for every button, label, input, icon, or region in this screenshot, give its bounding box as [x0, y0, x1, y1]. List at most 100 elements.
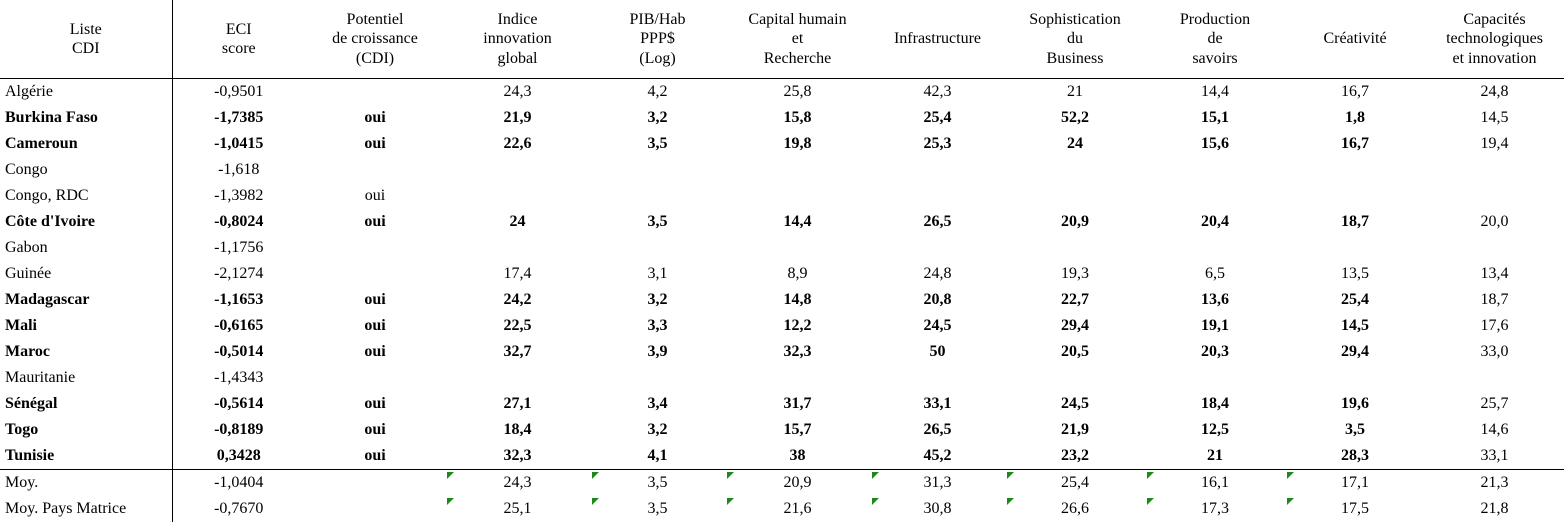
cell: 17,1 — [1285, 470, 1425, 497]
row-label: Algérie — [0, 78, 173, 105]
header-line: CDI — [71, 40, 100, 57]
cell: 15,7 — [783, 421, 812, 438]
cell: -0,8024 — [214, 213, 264, 230]
cell: 3,2 — [647, 291, 668, 308]
header-line: et innovation — [1452, 49, 1537, 67]
row-label: Moy. — [0, 469, 173, 496]
cell: 22,7 — [1061, 291, 1089, 308]
cell: 14,4 — [1201, 83, 1229, 100]
header-line: technologiques — [1446, 30, 1543, 48]
cell: oui — [364, 291, 386, 308]
header-cell: PIB/Hab PPP$ (Log) — [590, 0, 725, 79]
cell — [305, 470, 445, 497]
cell: oui — [364, 395, 386, 412]
cell: 19,8 — [783, 135, 812, 152]
cell: 52,2 — [1061, 109, 1089, 126]
header-line: et — [791, 30, 804, 48]
cell: 12,5 — [1201, 421, 1229, 438]
cell: 21,9 — [1061, 421, 1089, 438]
cell: 17,4 — [503, 265, 532, 282]
cell: 30,8 — [870, 496, 1005, 522]
cell: 18,4 — [1201, 395, 1229, 412]
cell: 3,2 — [647, 421, 668, 438]
cell: 21,9 — [503, 109, 532, 126]
header-cell: Capacités technologiques et innovation — [1425, 0, 1564, 79]
cell: -1,1653 — [214, 291, 264, 308]
cell — [870, 365, 1005, 391]
cell: 23,2 — [1005, 443, 1145, 470]
cell: 18,4 — [503, 421, 532, 438]
cell: 14,8 — [783, 291, 812, 308]
cell: -0,6165 — [214, 317, 264, 334]
cell: 15,6 — [1201, 135, 1229, 152]
cell: 33,1 — [923, 395, 952, 412]
cell — [1285, 157, 1425, 183]
cell: 8,9 — [787, 265, 808, 282]
header-cell: ECI score — [172, 0, 305, 79]
cell: 32,7 — [503, 343, 532, 360]
cell: -1,3982 — [214, 187, 264, 204]
cell — [590, 365, 725, 391]
header-line: score — [221, 40, 256, 57]
cell: oui — [364, 109, 386, 126]
table-row: Congo -1,618 — [0, 157, 1564, 183]
cell: 24,8 — [1480, 83, 1509, 100]
cell — [1005, 183, 1145, 209]
header-line: Potentiel — [346, 10, 404, 28]
cell: 4,1 — [590, 443, 725, 470]
cell: 18,7 — [1341, 213, 1369, 230]
row-label: Cameroun — [0, 131, 173, 157]
cell: 20,0 — [1480, 213, 1509, 230]
header-cell: Infrastructure — [870, 0, 1005, 79]
header-line: global — [497, 49, 538, 67]
cell: 28,3 — [1285, 443, 1425, 470]
table-row: Côte d'Ivoire -0,8024 oui 24 3,5 14,4 26,5 20,9… — [0, 209, 1564, 235]
header-line: (CDI) — [355, 49, 395, 67]
cell: 25,4 — [1005, 470, 1145, 497]
header-line: Recherche — [763, 49, 832, 67]
cell: 50 — [929, 343, 946, 360]
cell: 19,3 — [1061, 265, 1089, 282]
cell — [1285, 235, 1425, 261]
table-body: Algérie -0,9501 24,3 4,2 25,8 42,3 21 14,4 16,7 2… — [0, 78, 1564, 522]
header-line: (Log) — [639, 49, 676, 67]
cell — [1285, 183, 1425, 209]
cell: -0,5614 — [214, 395, 264, 412]
table-header: Liste CDI ECI score Potentiel de croissance (C… — [0, 0, 1564, 79]
cell: 21 — [1067, 83, 1083, 100]
cell: 14,6 — [1480, 421, 1509, 438]
row-label: Maroc — [0, 339, 173, 365]
cell — [445, 235, 590, 261]
cell — [305, 157, 445, 183]
row-label: Burkina Faso — [0, 105, 173, 131]
cell: oui — [364, 343, 386, 360]
row-label: Congo, RDC — [0, 183, 173, 209]
header-cell: Indice innovation global — [445, 0, 590, 79]
cell: oui — [364, 135, 386, 152]
cell: 25,8 — [783, 83, 812, 100]
cell: 22,6 — [503, 135, 532, 152]
footer-row: Moy. -1,0404 24,3 3,5 20,9 31,3 25,4 16,1 17,1 21… — [0, 469, 1564, 497]
row-label: Mauritanie — [0, 365, 173, 391]
header-line: savoirs — [1192, 49, 1238, 67]
cell: -1,0415 — [214, 135, 264, 152]
table-row: Togo -0,8189 oui 18,4 3,2 15,7 26,5 21,9 12,5 3,5… — [0, 417, 1564, 443]
cell: 16,7 — [1341, 135, 1369, 152]
cell: 26,5 — [923, 421, 952, 438]
cell: 14,5 — [1341, 317, 1369, 334]
header-cell: Liste CDI — [0, 0, 173, 79]
row-label: Guinée — [0, 261, 173, 287]
header-cell: Capital humain et Recherche — [725, 0, 870, 79]
cell: -1,0404 — [214, 474, 264, 491]
header-line: Business — [1046, 49, 1104, 67]
cell: 32,3 — [783, 343, 812, 360]
cell — [445, 183, 590, 209]
table-row: Maroc -0,5014 oui 32,7 3,9 32,3 50 20,5 20,3 29,4… — [0, 339, 1564, 365]
cell: 38 — [725, 443, 870, 470]
cell: 21,3 — [1480, 474, 1509, 491]
cell: 26,6 — [1005, 496, 1145, 522]
row-label: Tunisie — [0, 443, 173, 470]
cell: 24,5 — [1061, 395, 1089, 412]
cell — [1005, 157, 1145, 183]
table-row: Guinée -2,1274 17,4 3,1 8,9 24,8 19,3 6,5 13,5 13… — [0, 261, 1564, 287]
